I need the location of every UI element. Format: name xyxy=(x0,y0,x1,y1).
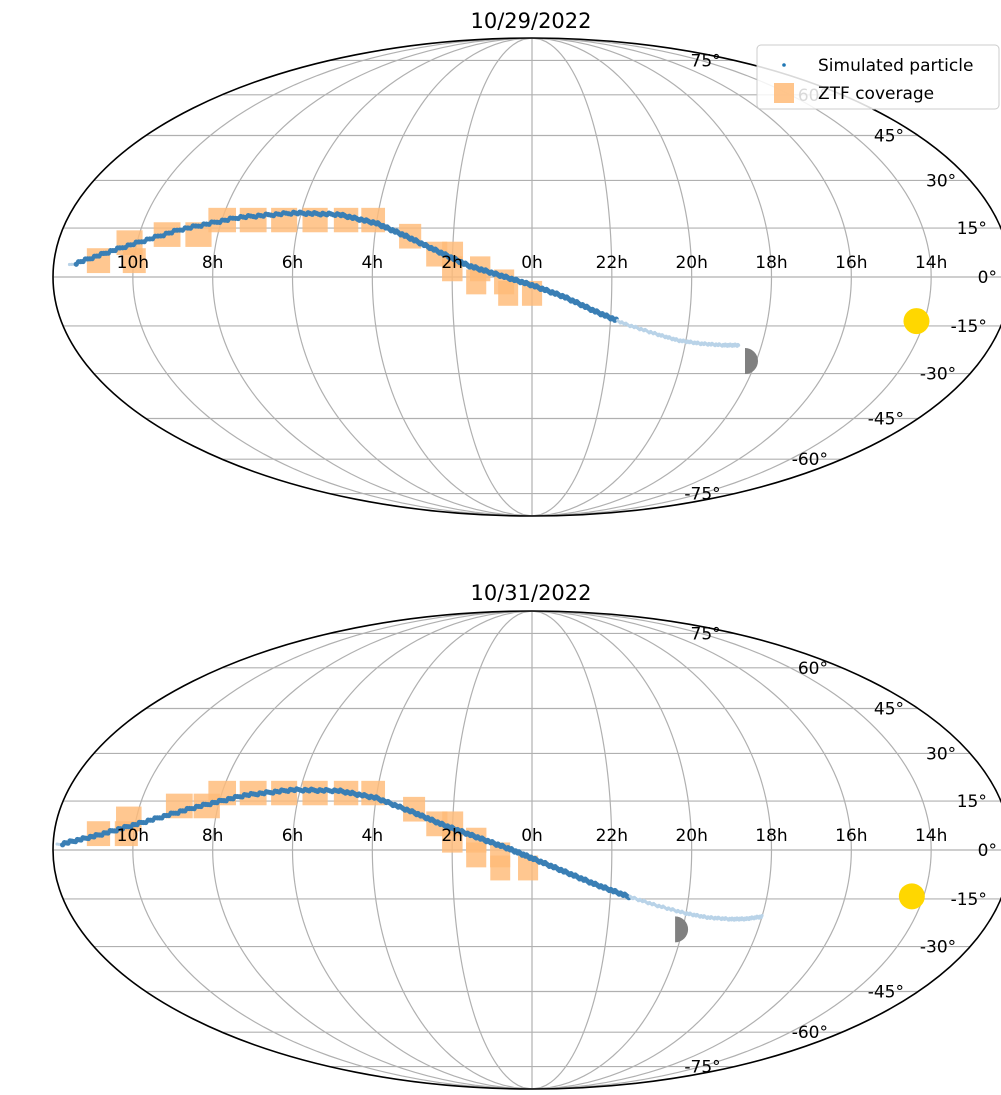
panel-1-grid-meridian xyxy=(531,38,613,516)
dec-tick-label: -60° xyxy=(792,1023,828,1043)
dec-tick-label: -45° xyxy=(868,982,904,1002)
dec-tick-label: 75° xyxy=(691,624,721,644)
dec-tick-label: 45° xyxy=(874,127,904,147)
dec-tick-label: -75° xyxy=(684,1058,720,1078)
sky-map-panel-2: 10h 8h 6h 4h 2h 0h 22h 20h 18h 16h 14h -75° -60° -45°… xyxy=(52,581,1001,1090)
panel-1-frame xyxy=(52,37,1001,517)
ra-tick-label: 4h xyxy=(362,826,384,846)
panel-2-grid-meridian xyxy=(291,611,533,1089)
ztf-coverage-field xyxy=(442,827,463,853)
sun-marker xyxy=(903,308,930,335)
ztf-coverage-field xyxy=(490,855,511,881)
ra-tick-label: 14h xyxy=(915,253,947,273)
panel-2-title: 10/31/2022 xyxy=(470,581,591,605)
dec-tick-label: 30° xyxy=(926,744,956,764)
panel-2-grid-meridian xyxy=(531,611,852,1089)
dec-tick-label: -60° xyxy=(792,450,828,470)
ra-tick-label: 8h xyxy=(202,253,224,273)
particle-point xyxy=(67,262,72,267)
panel-1-grid-meridian xyxy=(371,38,533,516)
dec-tick-label: -45° xyxy=(868,409,904,429)
panel-2-grid-meridian xyxy=(531,611,693,1089)
ra-tick-label: 18h xyxy=(755,253,787,273)
panel-1-title: 10/29/2022 xyxy=(470,9,591,33)
moon-marker xyxy=(744,348,758,375)
ra-tick-label: 6h xyxy=(282,826,304,846)
legend-particle-marker xyxy=(782,63,786,67)
ra-tick-label: 8h xyxy=(202,826,224,846)
ra-tick-label: 22h xyxy=(596,826,628,846)
dec-tick-label: 45° xyxy=(874,700,904,720)
panel-1-grid-meridian xyxy=(291,38,533,516)
ra-tick-label: 14h xyxy=(915,826,947,846)
dec-tick-label: 0° xyxy=(978,841,997,861)
ztf-coverage-field xyxy=(466,269,487,295)
panel-2-data xyxy=(55,780,925,943)
legend-particle-label: Simulated particle xyxy=(818,56,973,76)
panel-1-data xyxy=(67,207,930,375)
panel-2-grid-meridian xyxy=(531,611,613,1089)
dec-tick-label: 30° xyxy=(926,171,956,191)
dec-tick-label: -30° xyxy=(920,938,956,958)
dec-tick-label: -15° xyxy=(951,317,987,337)
ztf-coverage-field xyxy=(498,280,519,306)
ra-tick-label: 6h xyxy=(282,253,304,273)
particle-point xyxy=(70,262,74,266)
moon-marker xyxy=(675,916,689,943)
ztf-coverage-field xyxy=(466,842,487,868)
legend-ztf-marker xyxy=(774,83,794,103)
panel-2-grid-meridian xyxy=(371,611,533,1089)
dec-tick-label: 75° xyxy=(691,51,721,71)
legend: Simulated particle ZTF coverage xyxy=(756,44,1000,110)
ra-tick-label: 2h xyxy=(441,253,463,273)
particle-point xyxy=(736,343,741,347)
dec-tick-label: -75° xyxy=(684,485,720,505)
dec-tick-label: 15° xyxy=(957,792,987,812)
ra-tick-label: 20h xyxy=(675,253,707,273)
ra-tick-label: 20h xyxy=(675,826,707,846)
particle-point xyxy=(760,913,764,918)
panel-1-grid-meridian xyxy=(531,38,773,516)
ra-tick-label: 10h xyxy=(117,826,149,846)
ra-tick-label: 10h xyxy=(117,253,149,273)
panel-2-frame xyxy=(52,610,1001,1090)
dec-tick-label: 60° xyxy=(798,659,828,679)
ra-tick-label: 16h xyxy=(835,253,867,273)
panel-1-grid-meridian xyxy=(531,38,693,516)
ra-tick-label: 22h xyxy=(596,253,628,273)
ra-tick-label: 0h xyxy=(521,826,543,846)
panel-1-grid-meridian xyxy=(212,38,533,516)
legend-ztf-label: ZTF coverage xyxy=(818,84,934,104)
dec-tick-label: 15° xyxy=(957,219,987,239)
ztf-coverage-field xyxy=(239,207,267,233)
panel-2-grid-meridian xyxy=(531,611,932,1089)
ra-tick-label: 2h xyxy=(441,826,463,846)
panel-1-grid-meridian xyxy=(132,38,533,516)
dec-tick-label: 0° xyxy=(978,268,997,288)
ra-tick-label: 16h xyxy=(835,826,867,846)
dec-tick-label: -15° xyxy=(951,890,987,910)
ra-tick-label: 18h xyxy=(755,826,787,846)
ra-tick-label: 4h xyxy=(362,253,384,273)
legend-box xyxy=(756,44,1000,110)
panel-2-grid-meridian xyxy=(132,611,533,1089)
panel-1-grid-meridian xyxy=(531,38,852,516)
sun-marker xyxy=(898,883,925,910)
dec-tick-label: -30° xyxy=(920,365,956,385)
ra-tick-label: 0h xyxy=(521,253,543,273)
panel-2-grid-meridian xyxy=(531,611,773,1089)
panel-2-grid-meridian xyxy=(212,611,533,1089)
